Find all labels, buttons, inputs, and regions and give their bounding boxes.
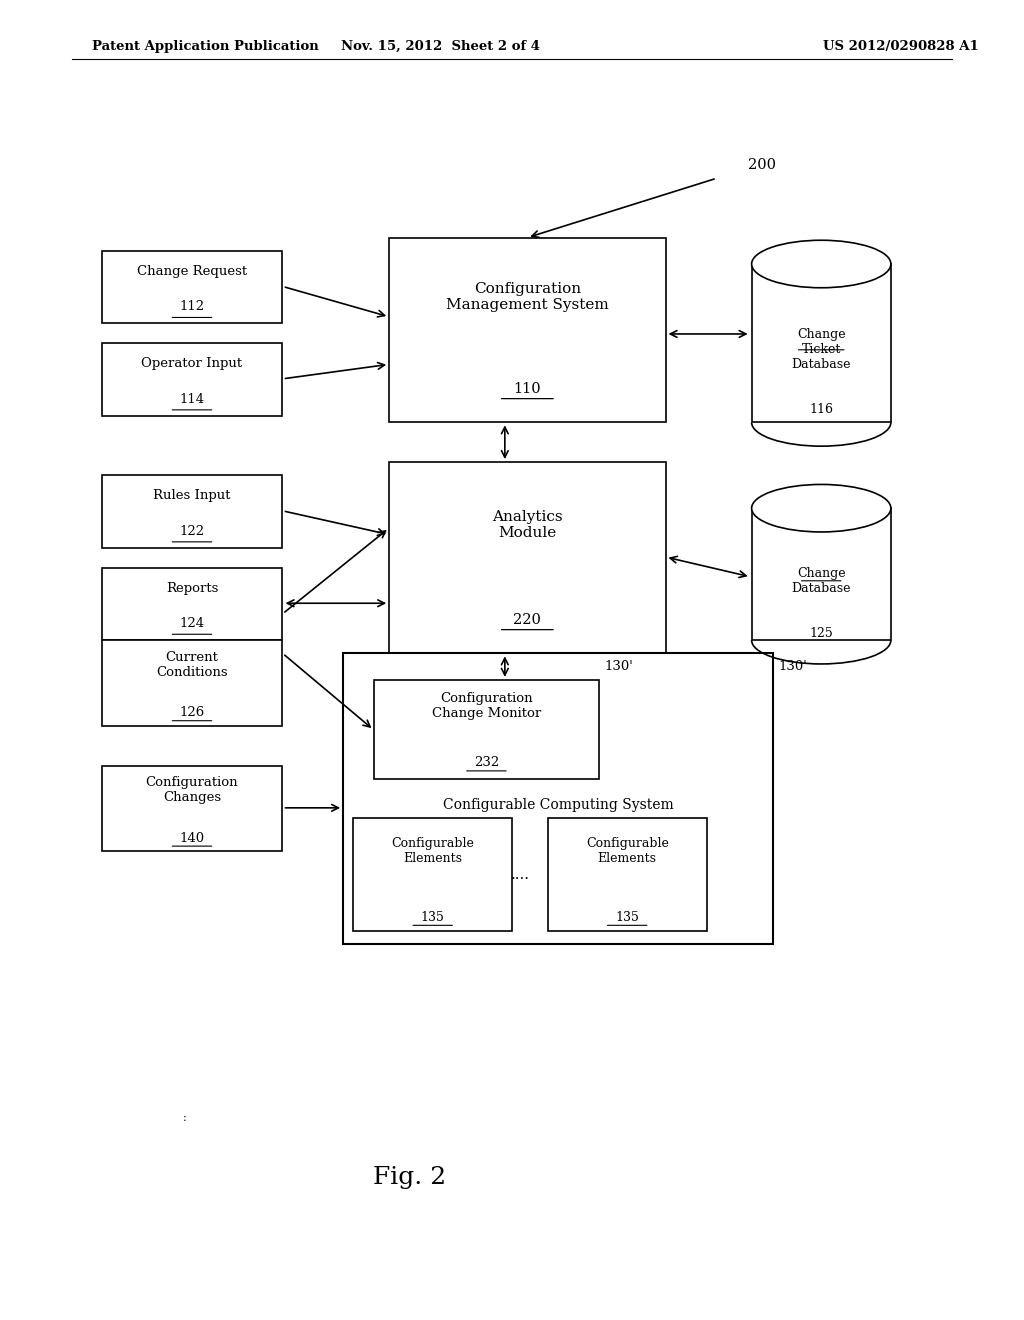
Text: 232: 232 (474, 756, 499, 770)
Bar (102, 568, 282, 640)
Text: 110: 110 (514, 383, 541, 396)
Text: 130': 130' (604, 660, 633, 673)
Ellipse shape (752, 240, 891, 288)
Text: US 2012/0290828 A1: US 2012/0290828 A1 (823, 40, 979, 53)
Text: :: : (182, 1113, 186, 1123)
Text: 114: 114 (179, 393, 205, 405)
Bar (102, 475, 282, 548)
Text: Configuration
Change Monitor: Configuration Change Monitor (432, 692, 541, 719)
Text: Analytics
Module: Analytics Module (493, 510, 562, 540)
Text: Change
Ticket
Database: Change Ticket Database (792, 329, 851, 371)
Text: 126: 126 (179, 706, 205, 719)
Text: 125: 125 (809, 627, 834, 640)
Bar (102, 766, 282, 851)
Bar (374, 680, 599, 779)
Text: Reports: Reports (166, 582, 218, 594)
Text: Change Request: Change Request (137, 265, 247, 277)
Text: Configuration
Management System: Configuration Management System (446, 282, 608, 312)
Bar (752, 508, 891, 640)
Text: Operator Input: Operator Input (141, 358, 243, 370)
Text: Current
Conditions: Current Conditions (157, 651, 227, 678)
Text: Fig. 2: Fig. 2 (373, 1166, 446, 1189)
Bar (343, 653, 773, 944)
Ellipse shape (752, 484, 891, 532)
Text: 116: 116 (809, 403, 834, 416)
Text: 135: 135 (421, 911, 444, 924)
Text: 124: 124 (179, 618, 205, 630)
Text: 135: 135 (615, 911, 639, 924)
Text: Configurable
Elements: Configurable Elements (586, 837, 669, 865)
Bar (102, 640, 282, 726)
Text: ....: .... (511, 869, 529, 882)
Text: 140: 140 (179, 832, 205, 845)
Text: 200: 200 (748, 158, 775, 172)
Bar (353, 818, 512, 931)
Text: Patent Application Publication: Patent Application Publication (92, 40, 318, 53)
Text: Configurable Computing System: Configurable Computing System (442, 799, 674, 812)
Text: Rules Input: Rules Input (154, 490, 230, 502)
Bar (102, 251, 282, 323)
Text: Configurable
Elements: Configurable Elements (391, 837, 474, 865)
Bar (389, 238, 666, 422)
Text: Nov. 15, 2012  Sheet 2 of 4: Nov. 15, 2012 Sheet 2 of 4 (341, 40, 540, 53)
Text: 220: 220 (513, 614, 542, 627)
Text: Configuration
Changes: Configuration Changes (145, 776, 239, 804)
Bar (389, 462, 666, 653)
Text: Change
Database: Change Database (792, 566, 851, 595)
Text: 130': 130' (778, 660, 807, 673)
Bar (752, 264, 891, 422)
Bar (548, 818, 707, 931)
Text: 122: 122 (179, 525, 205, 537)
Bar (102, 343, 282, 416)
Text: 112: 112 (179, 301, 205, 313)
